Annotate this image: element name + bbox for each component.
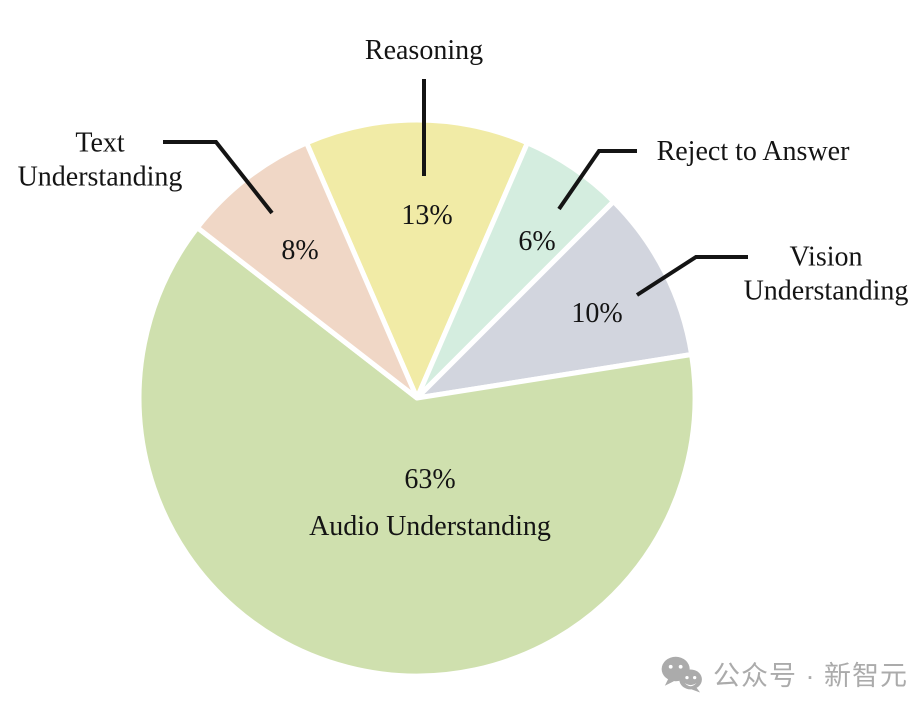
leader-line-reject-to-answer	[557, 149, 637, 211]
watermark-text: 公众号 · 新智元	[713, 661, 908, 691]
leader-line-vision-understanding	[635, 255, 748, 297]
pie-slice-audio-understanding	[136, 225, 698, 679]
pct-label-vision-understanding: 10%	[571, 298, 623, 330]
pct-label-reasoning: 13%	[401, 200, 453, 232]
label-reject-to-answer: Reject to Answer	[656, 136, 850, 168]
wechat-icon	[661, 656, 702, 693]
pie-slice-vision-understanding	[414, 198, 695, 401]
pie-slices	[136, 117, 698, 679]
label-text-understanding: Text Understanding	[17, 127, 183, 192]
pct-label-text-understanding: 8%	[281, 235, 319, 267]
pie-slice-reasoning	[304, 117, 530, 401]
label-audio-understanding: Audio Understanding	[309, 511, 551, 543]
label-vision-understanding: Vision Understanding	[743, 241, 909, 306]
leader-lines	[163, 79, 748, 297]
leader-line-text-understanding	[163, 140, 274, 215]
label-reasoning: Reasoning	[364, 35, 484, 67]
pct-label-audio-understanding: 63%	[404, 464, 456, 496]
pct-label-reject-to-answer: 6%	[518, 226, 556, 258]
watermark: 公众号 · 新智元	[660, 654, 908, 693]
